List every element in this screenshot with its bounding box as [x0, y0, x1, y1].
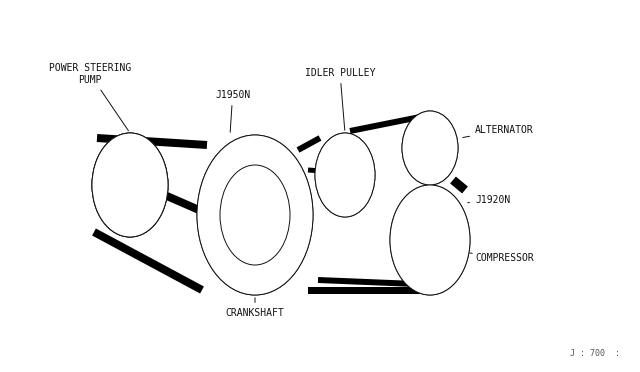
Text: COMPRESSOR: COMPRESSOR: [470, 253, 534, 263]
Text: ALTERNATOR: ALTERNATOR: [463, 125, 534, 138]
Polygon shape: [92, 228, 204, 294]
Polygon shape: [308, 167, 350, 176]
Text: IDLER PULLEY: IDLER PULLEY: [305, 68, 375, 130]
Text: J1950N: J1950N: [215, 90, 250, 132]
Text: J1920N: J1920N: [468, 195, 510, 205]
Text: POWER STEERING
PUMP: POWER STEERING PUMP: [49, 63, 131, 131]
Ellipse shape: [92, 133, 168, 237]
Text: J : 700  :: J : 700 :: [570, 349, 620, 358]
Ellipse shape: [315, 133, 375, 217]
Polygon shape: [159, 189, 223, 224]
Ellipse shape: [220, 165, 290, 265]
Polygon shape: [308, 286, 420, 294]
Ellipse shape: [197, 135, 313, 295]
Polygon shape: [349, 113, 426, 134]
Polygon shape: [296, 135, 321, 153]
Text: CRANKSHAFT: CRANKSHAFT: [226, 298, 284, 318]
Polygon shape: [318, 277, 440, 288]
Polygon shape: [450, 177, 468, 193]
Ellipse shape: [402, 111, 458, 185]
Polygon shape: [97, 134, 207, 149]
Ellipse shape: [390, 185, 470, 295]
